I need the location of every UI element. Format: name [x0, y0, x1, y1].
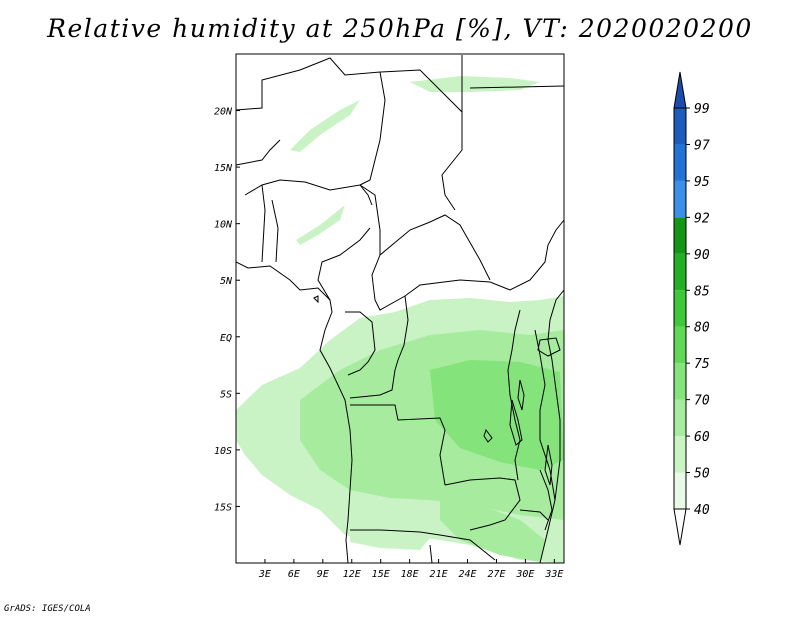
border-west-4 [271, 199, 279, 263]
colorbar-segment [674, 363, 686, 400]
humidity-region-west [296, 205, 345, 245]
lake-kivu [517, 379, 525, 411]
colorbar-segment [674, 253, 686, 291]
humidity-region-southern-band [350, 528, 430, 550]
lon-tick-label: 24E [458, 569, 476, 580]
colorbar-segment [674, 290, 686, 327]
lon-tick-label: 27E [487, 569, 505, 580]
colorbar-label: 99 [694, 102, 710, 117]
lon-tick-label: 15E [372, 569, 390, 580]
border-angola-north [350, 404, 446, 486]
colorbar-segment [674, 399, 686, 437]
colorbar-label: 92 [694, 211, 710, 226]
humidity-region-sahara [290, 100, 360, 152]
colorbar-label: 95 [694, 175, 710, 190]
country-borders [236, 55, 564, 563]
lat-tick-label: 10N [214, 220, 233, 231]
colorbar-label: 90 [694, 248, 710, 263]
border-nw-river [359, 184, 373, 206]
colorbar-segment [674, 180, 686, 218]
border-s-1 [429, 544, 433, 563]
lat-tick-label: 15S [214, 502, 232, 513]
colorbar-segment [674, 472, 686, 509]
colorbar-label: 50 [694, 467, 710, 482]
lon-tick-label: 33E [544, 569, 563, 580]
bioko-island [313, 295, 319, 304]
footer-credit: GrADS: IGES/COLA [4, 604, 91, 614]
border-n1 [236, 57, 386, 186]
colorbar-label: 60 [694, 430, 710, 445]
lake-mweru [483, 428, 493, 443]
humidity-region-south [440, 500, 545, 562]
border-east-1 [507, 309, 521, 481]
colorbar-segment [674, 217, 686, 254]
colorbar-segment [674, 436, 686, 473]
lat-tick-label: 15N [214, 163, 233, 174]
lon-tick-label: 12E [343, 569, 361, 580]
border-east-2 [534, 329, 556, 501]
border-west-1 [236, 139, 281, 166]
lon-tick-label: 30E [515, 569, 534, 580]
lat-tick-label: 5N [220, 276, 233, 287]
humidity-region-core [430, 360, 564, 470]
west-africa-coastline [236, 261, 353, 563]
border-congo-1 [345, 311, 376, 376]
colorbar-high-arrow [673, 71, 687, 109]
lake-victoria [537, 337, 561, 357]
border-east-3 [444, 477, 521, 531]
colorbar-label: 40 [694, 503, 710, 518]
lat-tick-label: 5S [220, 389, 232, 400]
lon-tick-label: 21E [430, 569, 448, 580]
colorbar-segment [674, 144, 686, 181]
lat-tick-label: 10S [214, 446, 232, 457]
colorbar-label: 97 [694, 138, 710, 153]
lake-malawi [544, 444, 553, 486]
lon-tick-label: 9E [317, 569, 329, 580]
border-angola-south [350, 529, 496, 561]
border-congo-2 [349, 295, 409, 399]
lake-tanganyika [509, 399, 523, 446]
longitude-axis: 3E 6E 9E 12E 15E 18E 21E 24E 27E 30E 33E [258, 559, 563, 580]
map-frame [235, 53, 565, 564]
colorbar-outline [673, 107, 687, 510]
lon-tick-label: 18E [401, 569, 419, 580]
border-west-3 [261, 184, 266, 263]
map-title: Relative humidity at 250hPa [%], VT: 202… [47, 14, 753, 43]
colorbar-label: 80 [694, 321, 710, 336]
east-coastline [539, 289, 564, 563]
colorbar-segment [674, 108, 686, 145]
border-west-2 [244, 179, 381, 255]
border-cameroon [317, 227, 371, 301]
border-center-2 [371, 219, 564, 311]
latitude-axis: 20N 15N 10N 5N EQ 5S 10S 15S [214, 107, 240, 513]
lat-tick-label: 20N [214, 107, 233, 118]
lon-tick-label: 3E [258, 569, 271, 580]
lat-tick-label: EQ [220, 333, 232, 344]
border-east-4 [539, 469, 553, 531]
colorbar-label: 70 [694, 394, 710, 409]
border-n2 [379, 69, 463, 211]
colorbar-label: 85 [694, 284, 710, 299]
colorbar-label: 75 [694, 357, 710, 372]
colorbar: 40 50 60 70 75 80 85 90 92 95 97 99 [673, 71, 710, 546]
lon-tick-label: 6E [288, 569, 300, 580]
border-n3 [469, 85, 564, 89]
colorbar-segment [674, 326, 686, 364]
humidity-region-north [410, 76, 540, 92]
border-s-2 [519, 509, 549, 521]
border-center-1 [379, 214, 491, 281]
colorbar-low-arrow [673, 508, 687, 546]
humidity-shading [236, 76, 564, 563]
